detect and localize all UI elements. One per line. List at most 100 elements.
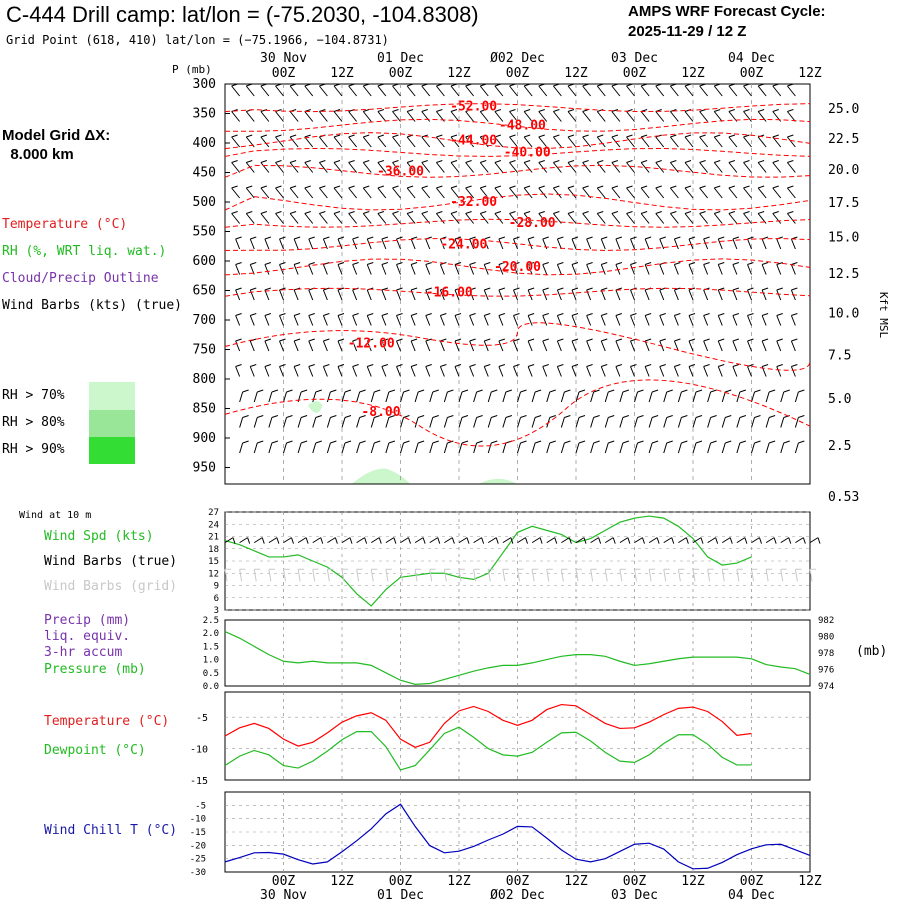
wind-barb (531, 415, 542, 428)
wind-barb (713, 211, 723, 224)
wind-barb (333, 185, 343, 199)
wind-barb (699, 185, 709, 199)
wind-barb (260, 109, 270, 122)
wind-barb (483, 287, 491, 301)
wind-barb (751, 568, 758, 582)
surface-wind-barbs-grid (224, 568, 816, 582)
wind-barb (640, 185, 650, 199)
pressure-tick: 350 (193, 106, 216, 121)
rh-shade-region (478, 478, 518, 484)
rh-shade-region (307, 401, 323, 413)
wind-barb (297, 415, 308, 428)
wind-barb (322, 236, 330, 250)
wind-barb (513, 313, 520, 326)
wind-barb (377, 211, 387, 224)
wind-barb (297, 537, 309, 544)
wind-barb (772, 185, 782, 199)
pressure-tick: 950 (193, 460, 216, 475)
wind-barb (435, 134, 445, 148)
wind-barb (626, 134, 635, 148)
wind-barb (736, 389, 747, 403)
wind-barb (640, 160, 650, 173)
wind-barb (615, 338, 623, 352)
wind-barb (713, 134, 723, 148)
wind-barb (322, 364, 330, 377)
wind-barb (677, 568, 685, 582)
wind-barb (312, 415, 322, 428)
wind-barb (289, 211, 299, 224)
dewpoint-label: Dewpoint (°C) (44, 743, 146, 758)
wind-barb (571, 364, 579, 377)
wind-barb (703, 262, 710, 275)
wind-barb (611, 160, 621, 173)
temperature-label: -36.00 (377, 164, 424, 179)
legend-temperature: Temperature (°C) (2, 217, 128, 232)
kft-tick: 5.0 (828, 392, 851, 407)
wind-barb (728, 160, 738, 173)
wind-barb (721, 389, 732, 403)
wind-barb (517, 389, 527, 403)
wind-barb (713, 160, 723, 173)
wind-barb (626, 83, 635, 97)
wind-barb (502, 568, 509, 582)
wind-barb (640, 83, 650, 97)
wind-barb (582, 160, 592, 173)
wind-barb (245, 211, 255, 224)
temperature-ytick: -15 (190, 776, 208, 787)
temperature-contour (224, 118, 811, 132)
wind-barb (786, 83, 796, 97)
legend-wind-barbs: Wind Barbs (kts) (true) (2, 298, 183, 313)
wind-barb (634, 415, 644, 428)
wind-barb (439, 287, 447, 301)
wind-barb (707, 440, 717, 454)
grid-point-subtitle: Grid Point (618, 410) lat/lon = (−75.196… (6, 33, 389, 47)
wind-barb (772, 83, 782, 97)
windchill-ytick: -25 (190, 855, 206, 865)
wind-barb (575, 389, 586, 403)
wind-barb (381, 313, 389, 326)
wind-barb (421, 83, 431, 97)
wind-barb (289, 185, 299, 199)
rh-90-label: RH > 90% (2, 442, 65, 457)
wind-barb (732, 364, 740, 377)
wind-barb (699, 134, 709, 148)
wind-barb (326, 415, 337, 428)
wind-barb (337, 287, 345, 301)
wind-barb (713, 83, 723, 97)
wind-barb (542, 287, 549, 301)
wind-barb (249, 236, 257, 250)
wind-barb (648, 415, 659, 428)
wind-barb (454, 364, 462, 377)
wind-barb (479, 83, 489, 97)
wind-barb (648, 440, 659, 454)
wind-barb (523, 185, 533, 199)
wind-barb (655, 211, 665, 224)
wind-barb (684, 185, 694, 199)
wind-barb (469, 287, 476, 301)
wind-barb (780, 440, 790, 454)
wind-barb (487, 389, 498, 403)
wind-barb (392, 109, 401, 122)
wind-barb (669, 83, 679, 97)
wind-barb (322, 338, 330, 352)
wind-barb (707, 568, 714, 582)
wind-barb (352, 338, 359, 352)
wind-barb (483, 313, 491, 326)
wind-barb (790, 262, 798, 275)
temperature-series-line (224, 703, 752, 748)
wind-barb (337, 364, 345, 377)
wind-barb (297, 568, 305, 582)
wind-barb (542, 338, 549, 352)
wind-barb (498, 287, 506, 301)
wind-barb (260, 134, 270, 148)
wind-barb (304, 83, 314, 97)
wind-barb (626, 211, 635, 224)
pressure-tick: 400 (193, 136, 216, 151)
wind-barb (479, 134, 489, 148)
wind-barb (366, 313, 374, 326)
top-date-label: 30 Nov (260, 51, 307, 66)
wind-barb (546, 415, 556, 428)
wind-barb (483, 364, 491, 377)
top-time-tick: 00Z (272, 66, 296, 81)
wind-barb (341, 440, 352, 454)
